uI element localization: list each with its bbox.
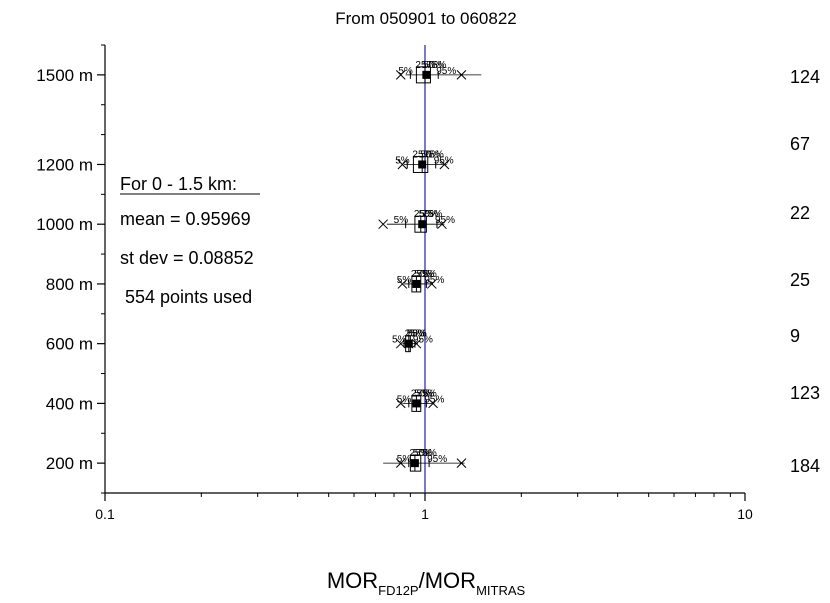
x-tick-label: 1 — [421, 506, 429, 522]
label-75pct: 75% — [406, 329, 426, 340]
iqr-box — [409, 454, 422, 472]
mean-marker — [418, 220, 427, 229]
label-95pct: 95% — [427, 454, 447, 465]
mean-marker — [412, 279, 421, 288]
stats-points: 554 points used — [125, 287, 252, 307]
max-marker — [456, 70, 467, 80]
max-marker — [439, 159, 450, 170]
label-75pct: 75% — [417, 269, 437, 280]
label-50pct: 50% — [407, 329, 427, 340]
label-95pct: 95% — [413, 335, 433, 346]
y-tick-label: 400 m — [46, 394, 93, 413]
stats-header: For 0 - 1.5 km: — [120, 174, 237, 194]
count-400: 123 — [790, 383, 820, 403]
label-25pct: 25% — [409, 448, 429, 459]
mean-marker — [412, 399, 421, 408]
x-tick-label: 0.1 — [95, 506, 115, 522]
iqr-box — [415, 66, 431, 84]
y-tick-label: 800 m — [46, 275, 93, 294]
label-95pct: 95% — [434, 155, 454, 166]
mean-marker — [422, 70, 431, 79]
min-marker — [395, 458, 406, 468]
label-5pct: 5% — [398, 66, 413, 77]
label-5pct: 5% — [397, 394, 412, 405]
x-axis-label: MORFD12P/MORMITRAS — [327, 568, 526, 598]
box-800: 5%25%50%75%95% — [397, 269, 445, 293]
label-5pct: 5% — [397, 275, 412, 286]
label-5pct: 5% — [394, 215, 409, 226]
label-50pct: 50% — [419, 209, 439, 220]
label-25pct: 25% — [412, 149, 432, 160]
y-tick-label: 1500 m — [36, 66, 93, 85]
min-marker — [395, 398, 406, 409]
y-tick-label: 600 m — [46, 335, 93, 354]
label-50pct: 50% — [414, 269, 434, 280]
label-95pct: 95% — [424, 275, 444, 286]
label-5pct: 5% — [392, 335, 407, 346]
iqr-box — [412, 155, 429, 173]
axes: 200 m 400 m 600 m 800 m 1000 m 1200 m 1500 m 0.… — [36, 44, 753, 522]
label-25pct: 25% — [405, 329, 425, 340]
box-200: 5%25%50%75%95% — [383, 448, 467, 472]
stats-stdev: st dev = 0.08852 — [120, 248, 254, 268]
box-1000: 5% 25%50%75%95% — [378, 209, 455, 233]
mean-marker — [404, 339, 413, 348]
label-25pct: 25% — [411, 269, 431, 280]
min-marker — [395, 338, 406, 349]
min-marker — [378, 219, 389, 230]
x-tick-label: 10 — [737, 506, 753, 522]
box-1500: 5%25%50%75%95% — [395, 60, 482, 84]
box-600: 5%25%50%75%95% — [392, 329, 433, 353]
mean-marker — [418, 160, 427, 169]
label-25pct: 25% — [415, 60, 435, 71]
count-200: 184 — [790, 456, 820, 476]
min-marker — [395, 70, 406, 80]
boxes-group: 5%25%50%75%95%5%25%50%75%95%5%25%50%75%9… — [378, 60, 482, 472]
label-75pct: 75% — [422, 209, 442, 220]
label-95pct: 95% — [424, 394, 444, 405]
stats-mean: mean = 0.95969 — [120, 209, 251, 229]
label-75pct: 75% — [417, 388, 437, 399]
label-50pct: 50% — [414, 388, 434, 399]
label-50pct: 50% — [423, 60, 443, 71]
chart-title: From 050901 to 060822 — [335, 9, 516, 28]
count-1200: 67 — [790, 134, 810, 154]
label-25pct: 25% — [411, 388, 431, 399]
label-50pct: 50% — [413, 448, 433, 459]
max-marker — [456, 458, 467, 468]
max-marker — [426, 279, 437, 289]
max-marker — [411, 338, 422, 349]
box-400: 5%25%50%75%95% — [395, 388, 445, 412]
max-marker — [437, 219, 447, 230]
stats-annotation: For 0 - 1.5 km: mean = 0.95969 st dev = … — [120, 174, 260, 307]
count-1000: 22 — [790, 203, 810, 223]
box-1200: 5%25%50%75%95% — [395, 149, 454, 173]
label-95pct: 95% — [436, 66, 456, 77]
y-tick-label: 1000 m — [36, 215, 93, 234]
label-50pct: 50% — [420, 149, 440, 160]
label-5pct: 5% — [397, 454, 412, 465]
y-tick-label: 200 m — [46, 454, 93, 473]
y-tick-label: 1200 m — [36, 155, 93, 174]
label-95pct: 95% — [435, 215, 455, 226]
label-75pct: 75% — [424, 149, 444, 160]
mean-marker — [410, 459, 419, 468]
label-5pct: 5% — [395, 155, 410, 166]
min-marker — [397, 159, 408, 170]
min-marker — [397, 279, 408, 289]
count-1500: 124 — [790, 67, 820, 87]
count-800: 25 — [790, 270, 810, 290]
label-75pct: 75% — [417, 448, 437, 459]
label-25pct: 25% — [414, 209, 434, 220]
label-75pct: 75% — [426, 60, 446, 71]
count-600: 9 — [790, 326, 800, 346]
counts-group: 124 67 22 25 9 123 184 — [790, 67, 820, 476]
max-marker — [428, 398, 438, 409]
